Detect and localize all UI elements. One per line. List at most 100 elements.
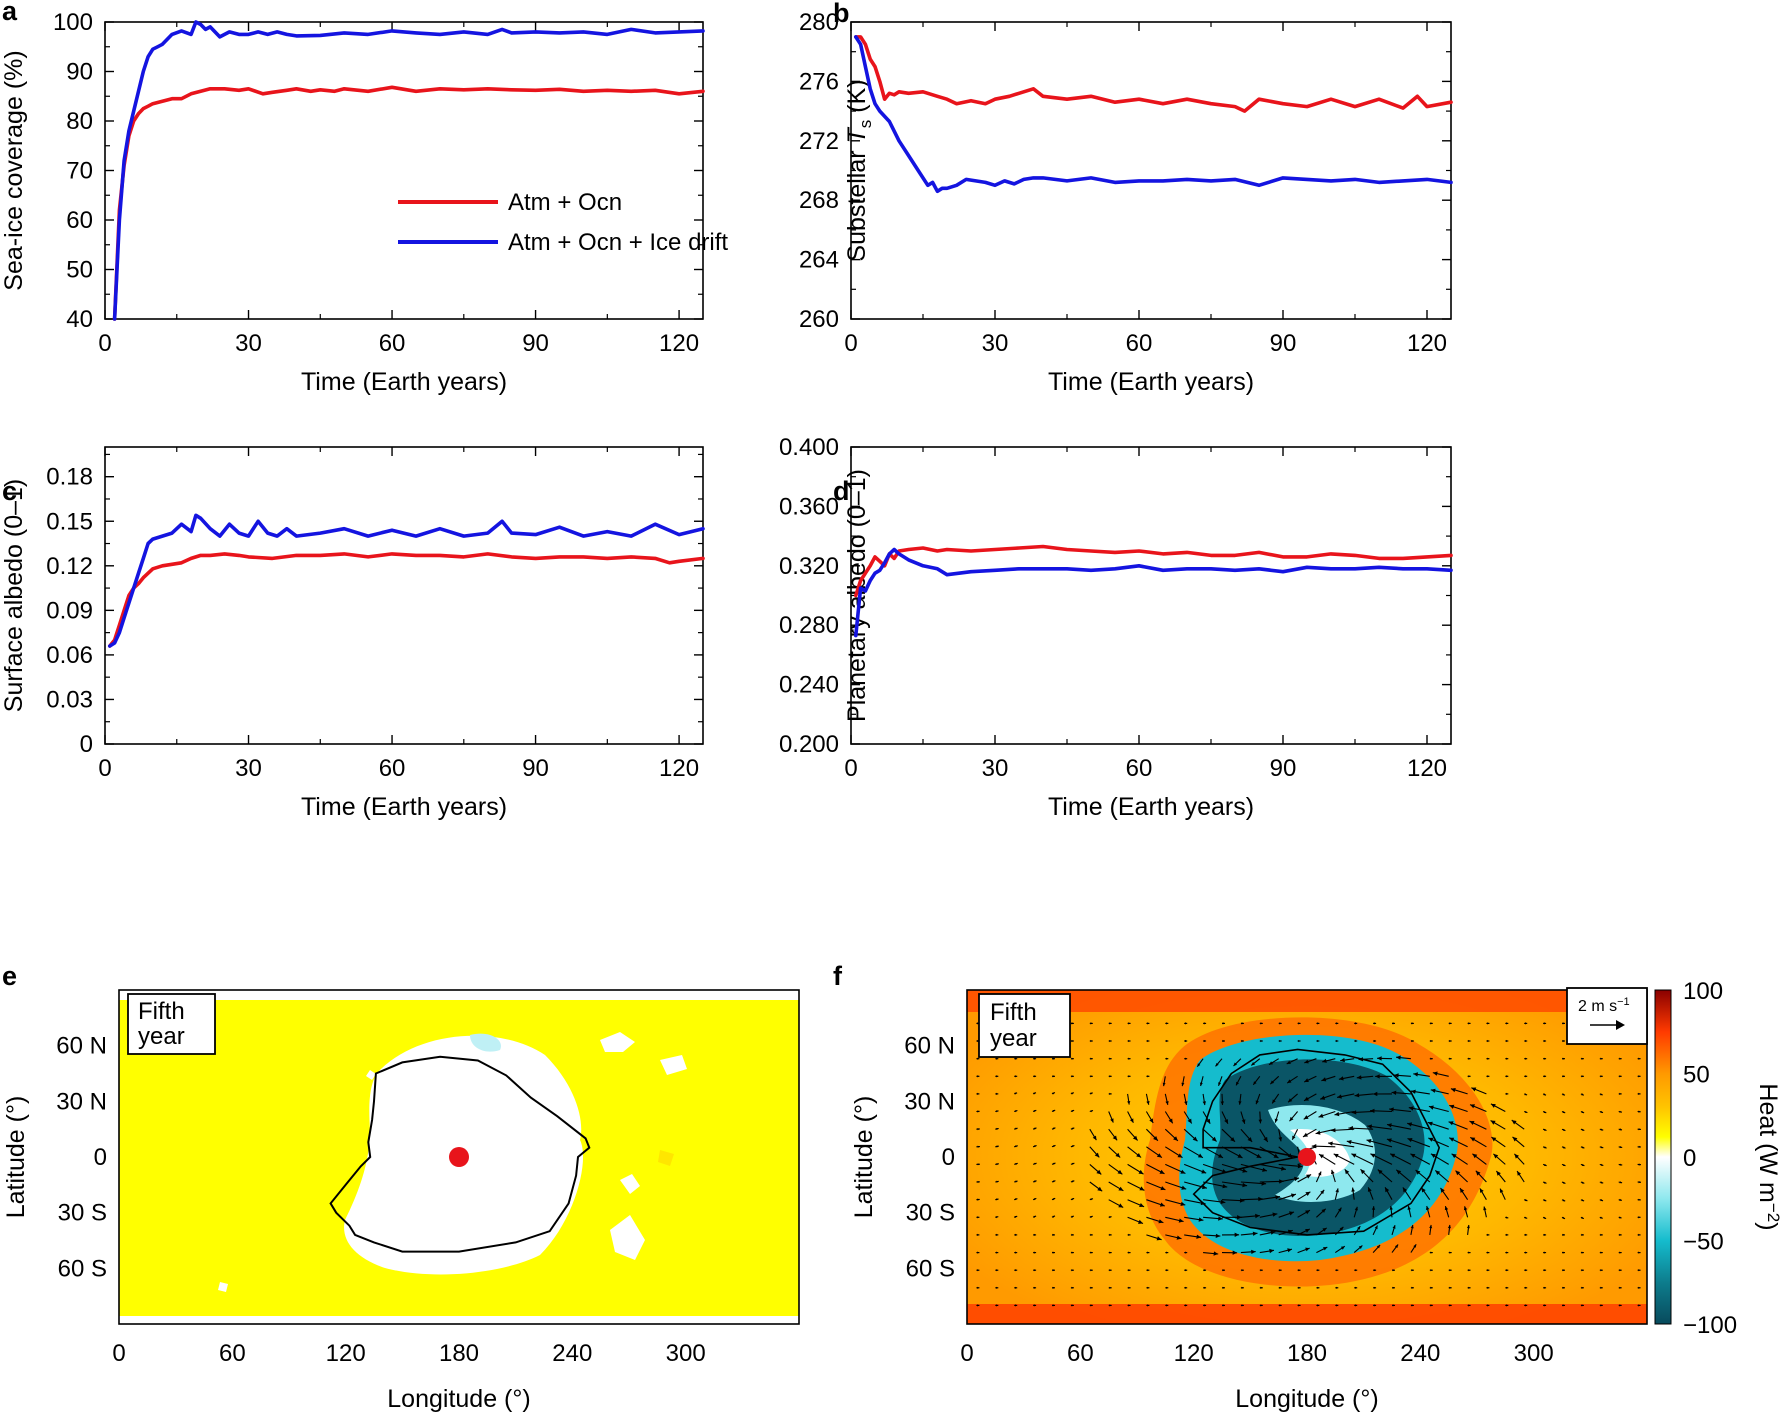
- y-tick-label: 0: [94, 1144, 107, 1171]
- wind-arrow: [1346, 1140, 1374, 1148]
- wind-arrowhead: [1360, 1169, 1366, 1175]
- wind-arrowhead: [977, 1216, 980, 1219]
- wind-arrowhead: [1052, 1286, 1055, 1289]
- wind-arrowhead: [1242, 1168, 1248, 1173]
- wind-arrowhead: [1430, 1088, 1436, 1093]
- wind-arrowhead: [1287, 1153, 1293, 1158]
- x-axis-title: Time (Earth years): [1048, 793, 1254, 821]
- x-tick-label: 240: [552, 1340, 592, 1367]
- wind-arrowhead: [1487, 1286, 1490, 1289]
- panel-a-plot: 0 30 60 90 120 40 50 60 70 80 90 100 Time (Earth yea…: [0, 9, 705, 396]
- wind-arrowhead: [1200, 1200, 1206, 1206]
- wind-arrowhead: [1253, 1081, 1257, 1085]
- wind-arrowhead: [1370, 1153, 1376, 1158]
- wind-arrowhead: [1128, 1286, 1131, 1289]
- wind-arrowhead: [1321, 1077, 1327, 1082]
- wind-arrowhead: [1524, 1110, 1528, 1113]
- wind-arrowhead: [1320, 1189, 1325, 1195]
- wind-arrowhead: [1338, 1076, 1344, 1081]
- y-tick-label: 0.06: [46, 642, 93, 669]
- wind-arrowhead: [1429, 1224, 1433, 1229]
- x-axis-title: Time (Earth years): [301, 368, 507, 396]
- annotation-box: [127, 993, 216, 1055]
- wind-arrowhead: [1258, 1119, 1263, 1124]
- wind-arrowhead: [1483, 1206, 1487, 1211]
- wind-arrowhead: [1213, 1251, 1219, 1256]
- colorbar-title: Heat (W m−2): [1754, 1083, 1781, 1230]
- colorbar-tick-label: −50: [1683, 1229, 1724, 1256]
- wind-arrowhead: [1118, 1186, 1124, 1191]
- wind-arrowhead: [1638, 1251, 1641, 1254]
- quiver-key-label: 2 m s−1: [1578, 996, 1630, 1015]
- panel-f: f 0 60 120 180 240 300 60 N 30 N 0 30 S 60 S Longit…: [833, 961, 1781, 1413]
- wind-arrowhead: [1451, 1153, 1457, 1159]
- wind-arrowhead: [1581, 1128, 1585, 1131]
- wind-arrowhead: [1071, 1233, 1074, 1236]
- wind-arrowhead: [1262, 1167, 1267, 1172]
- y-tick-label: 0.09: [46, 597, 93, 624]
- wind-arrowhead: [1563, 1164, 1566, 1166]
- x-tick-label: 120: [659, 755, 699, 782]
- wind-arrowhead: [1506, 1075, 1509, 1078]
- wind-arrowhead: [1033, 1233, 1037, 1236]
- wind-arrowhead: [1407, 1205, 1411, 1210]
- wind-arrowhead: [1252, 1231, 1258, 1236]
- wind-arrowhead: [1460, 1188, 1465, 1193]
- y-tick-label: 40: [66, 306, 93, 333]
- south-pole-ice: [119, 1316, 799, 1324]
- wind-arrowhead: [1136, 1153, 1142, 1158]
- wind-arrowhead: [1052, 1092, 1055, 1095]
- wind-arrowhead: [1638, 1057, 1641, 1060]
- wind-arrowhead: [1128, 1075, 1131, 1078]
- wind-arrowhead: [1427, 1121, 1433, 1126]
- wind-arrowhead: [1355, 1039, 1358, 1043]
- panel-letter-b: b: [833, 0, 850, 28]
- wind-arrowhead: [1230, 1137, 1235, 1142]
- y-tick-label: 50: [66, 257, 93, 284]
- y-axis-title-part: (K): [843, 79, 871, 119]
- ice-patch: [660, 1055, 687, 1075]
- wind-arrowhead: [1033, 1304, 1037, 1307]
- wind-arrowhead: [1321, 1208, 1326, 1213]
- wind-arrowhead: [1544, 1128, 1547, 1131]
- wind-arrowhead: [1278, 1137, 1283, 1142]
- wind-arrowhead: [1015, 1145, 1018, 1148]
- wind-arrowhead: [1543, 1039, 1547, 1043]
- wind-arrowhead: [1468, 1269, 1471, 1272]
- wind-arrowhead: [1034, 1180, 1037, 1183]
- wind-arrowhead: [1128, 1269, 1131, 1272]
- map-frame: [966, 989, 1648, 1325]
- wind-arrowhead: [1543, 1269, 1547, 1272]
- colorbar-tick-label: 100: [1683, 978, 1723, 1005]
- panel-b-plot: 0 30 60 90 120 260 264 268 272 276 280 Time (Earth …: [799, 9, 1453, 396]
- wind-arrowhead: [1449, 1286, 1452, 1289]
- wind-arrowhead: [977, 1075, 980, 1078]
- wind-arrowhead: [1287, 1079, 1292, 1084]
- wind-arrowhead: [1052, 1251, 1055, 1254]
- wind-arrowhead: [1185, 1057, 1188, 1060]
- wind-arrowhead: [1287, 1229, 1293, 1234]
- wind-arrowhead: [996, 1110, 999, 1113]
- wind-arrowhead: [1236, 1081, 1239, 1086]
- wind-arrowhead: [1215, 1233, 1221, 1238]
- wind-arrowhead: [1139, 1203, 1145, 1207]
- wind-arrowhead: [1428, 1137, 1434, 1142]
- wind-arrowhead: [1487, 1057, 1490, 1060]
- plot-frame: [850, 446, 1452, 745]
- wind-arrowhead: [1071, 1039, 1074, 1043]
- wind-arrowhead: [1317, 1269, 1320, 1272]
- wind-arrowhead: [1581, 1111, 1585, 1113]
- wind-arrowhead: [1335, 1188, 1339, 1193]
- wind-arrowhead: [1543, 1233, 1547, 1236]
- wind-arrowhead: [1014, 1216, 1018, 1218]
- wind-arrowhead: [1053, 1162, 1056, 1165]
- wind-arrowhead: [1525, 1039, 1528, 1043]
- wind-arrowhead: [1071, 1127, 1075, 1130]
- wind-arrowhead: [1178, 1218, 1184, 1223]
- wind-arrowhead: [1014, 1110, 1018, 1113]
- y-tick-label: 60 N: [56, 1033, 107, 1060]
- wind-arrowhead: [1279, 1022, 1282, 1025]
- wind-arrowhead: [1562, 1199, 1566, 1202]
- wind-arrowhead: [1090, 1286, 1093, 1289]
- wind-arrowhead: [1411, 1286, 1414, 1289]
